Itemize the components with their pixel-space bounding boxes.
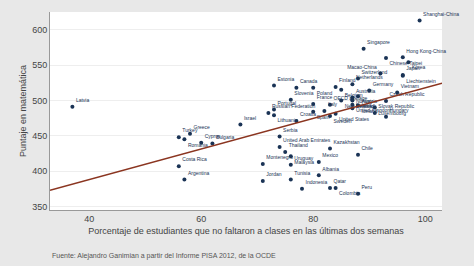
svg-text:Austria: Austria: [362, 98, 378, 104]
svg-text:Japan: Japan: [406, 65, 420, 71]
svg-text:Uruguay: Uruguay: [294, 155, 313, 161]
svg-text:United Kingdom: United Kingdom: [356, 107, 392, 113]
svg-text:United States: United States: [339, 116, 370, 122]
svg-text:Portugal: Portugal: [278, 100, 297, 106]
svg-text:Korea: Korea: [412, 64, 426, 70]
svg-text:Estonia: Estonia: [278, 76, 295, 82]
svg-text:Croatia: Croatia: [300, 111, 316, 117]
svg-text:Ireland: Ireland: [356, 102, 372, 108]
svg-text:Norway: Norway: [356, 98, 373, 104]
svg-text:Spain: Spain: [317, 114, 330, 120]
svg-text:Latvia: Latvia: [76, 97, 90, 103]
svg-text:Australia: Australia: [356, 88, 376, 94]
svg-text:Greece: Greece: [194, 124, 211, 130]
svg-text:Israel: Israel: [244, 115, 256, 121]
svg-text:Poland: Poland: [317, 90, 333, 96]
svg-text:Thailand: Thailand: [289, 142, 308, 148]
svg-text:Fuente: Alejandro Ganimian a p: Fuente: Alejandro Ganimian a partir del …: [52, 252, 276, 260]
svg-text:450: 450: [32, 131, 47, 141]
svg-text:Switzerland: Switzerland: [362, 69, 388, 75]
svg-text:Kazakhstan: Kazakhstan: [334, 139, 360, 145]
svg-text:Sweden: Sweden: [334, 118, 352, 124]
svg-text:600: 600: [32, 25, 47, 35]
svg-text:Mexico: Mexico: [322, 152, 338, 158]
svg-text:Romania: Romania: [188, 142, 208, 148]
svg-text:Bulgaria: Bulgaria: [216, 134, 235, 140]
svg-text:Denmark: Denmark: [356, 103, 377, 109]
svg-text:Colombia: Colombia: [339, 190, 360, 196]
svg-text:Costa Rica: Costa Rica: [182, 156, 207, 162]
svg-text:Netherlands: Netherlands: [356, 74, 383, 80]
svg-text:Cyprus: Cyprus: [205, 133, 221, 139]
svg-text:Malaysia: Malaysia: [294, 159, 314, 165]
svg-text:550: 550: [32, 60, 47, 70]
svg-text:Tunisia: Tunisia: [294, 170, 310, 176]
svg-text:Slovak Republic: Slovak Republic: [378, 103, 414, 109]
svg-text:60: 60: [196, 214, 206, 224]
svg-text:100: 100: [418, 214, 433, 224]
svg-text:Slovenia: Slovenia: [294, 90, 313, 96]
svg-text:France: France: [317, 94, 333, 100]
svg-text:Jordan: Jordan: [266, 171, 282, 177]
svg-text:Belgium: Belgium: [345, 92, 363, 98]
svg-text:United Arab Emirates: United Arab Emirates: [283, 137, 331, 143]
svg-text:Hungary: Hungary: [390, 107, 409, 113]
svg-text:350: 350: [32, 202, 47, 212]
svg-text:400: 400: [32, 166, 47, 176]
svg-text:New Zealand: New Zealand: [345, 103, 375, 109]
svg-text:Peru: Peru: [362, 184, 373, 190]
svg-text:Czech Republic: Czech Republic: [390, 91, 426, 97]
svg-text:OECD average: OECD average: [334, 95, 368, 101]
svg-text:Puntaje en matemática: Puntaje en matemática: [18, 65, 28, 157]
svg-text:Porcentaje de estudiantes que: Porcentaje de estudiantes que no faltaro…: [88, 226, 404, 236]
svg-text:Germany: Germany: [373, 81, 394, 87]
svg-text:Shanghai-China: Shanghai-China: [423, 11, 459, 17]
svg-text:Chinese Taipei: Chinese Taipei: [390, 60, 423, 66]
svg-text:Turkey: Turkey: [182, 127, 198, 133]
svg-text:Argentina: Argentina: [188, 170, 210, 176]
svg-text:Qatar: Qatar: [334, 178, 347, 184]
svg-text:Macao-China: Macao-China: [347, 64, 377, 70]
svg-text:Luxembourg: Luxembourg: [378, 110, 406, 116]
svg-text:Iceland: Iceland: [362, 108, 378, 114]
svg-text:Finland: Finland: [339, 77, 356, 83]
svg-text:Serbia: Serbia: [283, 127, 298, 133]
svg-text:Lithuania: Lithuania: [278, 117, 299, 123]
svg-text:Chile: Chile: [362, 145, 374, 151]
svg-text:Liechtenstein: Liechtenstein: [406, 78, 436, 84]
svg-text:Hong Kong-China: Hong Kong-China: [406, 48, 446, 54]
svg-text:Italy: Italy: [328, 101, 338, 107]
svg-text:40: 40: [84, 214, 94, 224]
svg-text:Albania: Albania: [322, 166, 339, 172]
svg-text:Indonesia: Indonesia: [306, 179, 328, 185]
svg-text:Russian Federation: Russian Federation: [272, 103, 316, 109]
svg-text:Montenegro: Montenegro: [266, 154, 293, 160]
svg-text:Canada: Canada: [300, 78, 318, 84]
svg-text:500: 500: [32, 96, 47, 106]
svg-text:80: 80: [308, 214, 318, 224]
svg-text:Vietnam: Vietnam: [401, 83, 419, 89]
svg-text:Singapore: Singapore: [367, 39, 390, 45]
